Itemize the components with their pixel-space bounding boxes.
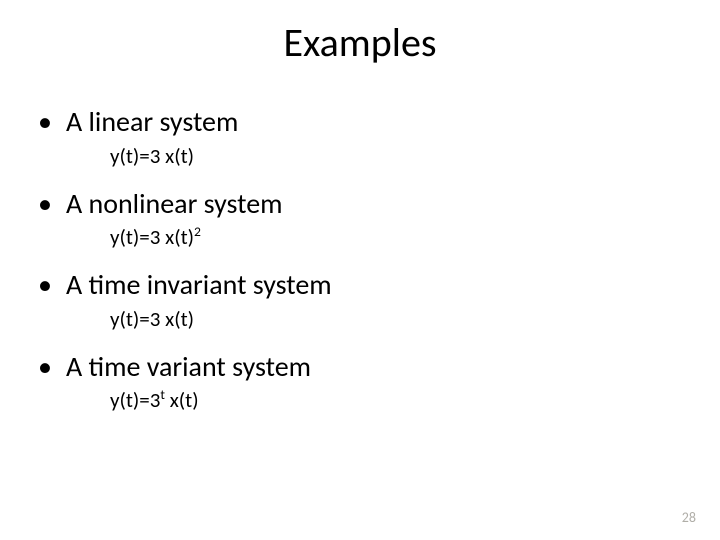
equation-suffix: x(t): [165, 387, 199, 413]
superscript: 2: [194, 223, 201, 240]
bullet-marker: •: [38, 108, 52, 136]
equation-text: y(t)=3 x(t): [110, 143, 194, 169]
bullet-marker: •: [38, 271, 52, 299]
sub-item: y(t)=3 x(t): [38, 143, 720, 169]
sub-item: y(t)=3 x(t)2: [38, 224, 720, 250]
equation-prefix: y(t)=3: [110, 387, 160, 413]
bullet-item: • A nonlinear system: [38, 187, 720, 221]
equation-text: y(t)=3 x(t): [110, 224, 194, 250]
bullet-item: • A linear system: [38, 105, 720, 139]
bullet-text: A time variant system: [66, 350, 311, 384]
sub-item: y(t)=3 x(t): [38, 306, 720, 332]
bullet-text: A linear system: [66, 105, 238, 139]
bullet-item: • A time variant system: [38, 350, 720, 384]
bullet-item: • A time invariant system: [38, 268, 720, 302]
bullet-text: A nonlinear system: [66, 187, 283, 221]
sub-item: y(t)=3t x(t): [38, 387, 720, 413]
bullet-text: A time invariant system: [66, 268, 332, 302]
equation-text: y(t)=3 x(t): [110, 306, 194, 332]
slide-title: Examples: [0, 0, 720, 77]
bullet-marker: •: [38, 190, 52, 218]
bullet-marker: •: [38, 353, 52, 381]
slide-content: • A linear system y(t)=3 x(t) • A nonlin…: [0, 77, 720, 413]
page-number: 28: [682, 509, 696, 526]
